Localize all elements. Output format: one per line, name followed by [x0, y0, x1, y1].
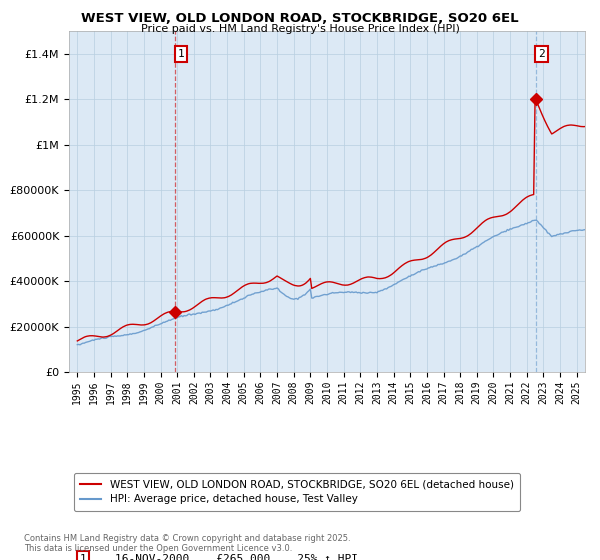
Legend: WEST VIEW, OLD LONDON ROAD, STOCKBRIDGE, SO20 6EL (detached house), HPI: Average: WEST VIEW, OLD LONDON ROAD, STOCKBRIDGE,… [74, 473, 520, 511]
Text: WEST VIEW, OLD LONDON ROAD, STOCKBRIDGE, SO20 6EL: WEST VIEW, OLD LONDON ROAD, STOCKBRIDGE,… [81, 12, 519, 25]
Text: 16-NOV-2000    £265,000    25% ↑ HPI: 16-NOV-2000 £265,000 25% ↑ HPI [115, 554, 358, 560]
Text: Price paid vs. HM Land Registry's House Price Index (HPI): Price paid vs. HM Land Registry's House … [140, 24, 460, 34]
Text: 1: 1 [79, 554, 86, 560]
Text: Contains HM Land Registry data © Crown copyright and database right 2025.
This d: Contains HM Land Registry data © Crown c… [24, 534, 350, 553]
Text: 1: 1 [178, 49, 184, 59]
Text: 2: 2 [538, 49, 545, 59]
